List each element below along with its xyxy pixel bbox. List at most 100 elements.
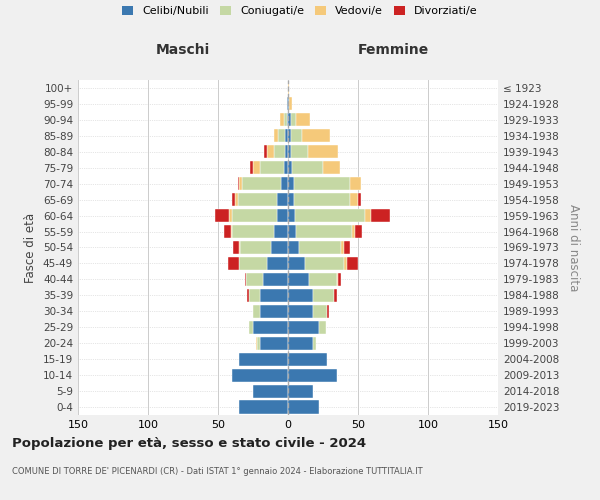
- Bar: [238, 177, 239, 190]
- Bar: [299, 241, 341, 254]
- Bar: [288, 289, 313, 302]
- Bar: [323, 161, 340, 174]
- Bar: [313, 336, 316, 350]
- Bar: [288, 352, 327, 366]
- Bar: [285, 145, 288, 158]
- Bar: [344, 257, 347, 270]
- Bar: [239, 177, 242, 190]
- Bar: [239, 352, 288, 366]
- Bar: [260, 289, 288, 302]
- Bar: [228, 257, 239, 270]
- Bar: [288, 209, 295, 222]
- Bar: [281, 177, 288, 190]
- Bar: [293, 193, 350, 206]
- Bar: [274, 130, 278, 142]
- Text: Maschi: Maschi: [156, 44, 210, 58]
- Bar: [289, 98, 292, 110]
- Bar: [288, 82, 289, 94]
- Bar: [327, 305, 329, 318]
- Bar: [233, 241, 239, 254]
- Bar: [291, 145, 308, 158]
- Bar: [288, 177, 293, 190]
- Bar: [309, 273, 337, 286]
- Bar: [260, 161, 284, 174]
- Bar: [355, 225, 362, 238]
- Bar: [347, 257, 358, 270]
- Bar: [296, 225, 352, 238]
- Bar: [232, 368, 288, 382]
- Bar: [358, 193, 361, 206]
- Bar: [245, 273, 246, 286]
- Bar: [285, 130, 288, 142]
- Bar: [341, 241, 344, 254]
- Bar: [224, 225, 230, 238]
- Bar: [287, 114, 288, 126]
- Bar: [296, 114, 310, 126]
- Bar: [263, 273, 288, 286]
- Bar: [239, 257, 267, 270]
- Bar: [277, 193, 288, 206]
- Bar: [277, 209, 288, 222]
- Bar: [287, 98, 288, 110]
- Bar: [288, 161, 292, 174]
- Bar: [229, 209, 232, 222]
- Bar: [292, 161, 323, 174]
- Bar: [313, 289, 334, 302]
- Bar: [344, 241, 350, 254]
- Text: COMUNE DI TORRE DE' PICENARDI (CR) - Dati ISTAT 1° gennaio 2024 - Elaborazione T: COMUNE DI TORRE DE' PICENARDI (CR) - Dat…: [12, 467, 422, 476]
- Bar: [288, 241, 299, 254]
- Bar: [242, 177, 281, 190]
- Bar: [232, 225, 274, 238]
- Bar: [288, 320, 319, 334]
- Bar: [334, 289, 337, 302]
- Bar: [264, 145, 267, 158]
- Bar: [352, 225, 355, 238]
- Bar: [239, 400, 288, 413]
- Bar: [284, 161, 288, 174]
- Bar: [260, 305, 288, 318]
- Bar: [239, 241, 241, 254]
- Bar: [291, 114, 296, 126]
- Bar: [247, 289, 249, 302]
- Bar: [215, 209, 229, 222]
- Bar: [280, 114, 284, 126]
- Bar: [232, 193, 235, 206]
- Bar: [271, 241, 288, 254]
- Bar: [278, 130, 285, 142]
- Bar: [302, 130, 330, 142]
- Bar: [337, 273, 338, 286]
- Bar: [267, 257, 288, 270]
- Bar: [253, 384, 288, 398]
- Bar: [288, 98, 289, 110]
- Bar: [305, 257, 344, 270]
- Bar: [249, 320, 253, 334]
- Y-axis label: Fasce di età: Fasce di età: [25, 212, 37, 282]
- Bar: [338, 273, 341, 286]
- Bar: [253, 305, 260, 318]
- Bar: [313, 305, 327, 318]
- Bar: [253, 320, 288, 334]
- Bar: [235, 193, 238, 206]
- Bar: [350, 193, 358, 206]
- Bar: [365, 209, 371, 222]
- Bar: [253, 161, 260, 174]
- Bar: [232, 209, 277, 222]
- Bar: [288, 114, 291, 126]
- Bar: [308, 145, 338, 158]
- Bar: [274, 145, 285, 158]
- Bar: [288, 368, 337, 382]
- Bar: [250, 161, 253, 174]
- Bar: [295, 209, 365, 222]
- Bar: [371, 209, 390, 222]
- Bar: [288, 273, 309, 286]
- Bar: [256, 336, 257, 350]
- Bar: [238, 193, 277, 206]
- Bar: [288, 193, 293, 206]
- Bar: [319, 320, 326, 334]
- Bar: [288, 305, 313, 318]
- Bar: [288, 145, 291, 158]
- Y-axis label: Anni di nascita: Anni di nascita: [566, 204, 580, 291]
- Bar: [293, 177, 350, 190]
- Bar: [257, 336, 260, 350]
- Bar: [246, 273, 263, 286]
